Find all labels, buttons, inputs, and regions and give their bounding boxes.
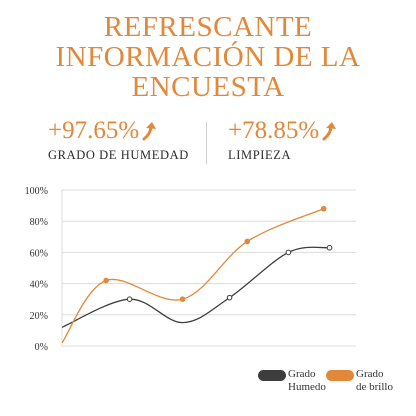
stat-cleanliness-value: +78.85% [228, 117, 320, 144]
y-tick-label: 100% [25, 186, 48, 197]
data-point [320, 205, 327, 212]
stat-divider [206, 122, 207, 164]
title-line-1: REFRESCANTE [103, 11, 313, 43]
stat-humidity-value: +97.65% [48, 117, 140, 144]
data-point [103, 277, 109, 284]
data-point [326, 244, 333, 251]
y-tick-label: 60% [30, 248, 48, 259]
data-point [285, 249, 292, 256]
arrow-up-right-icon [142, 122, 157, 141]
page-title: REFRESCANTE INFORMACIÓN DE LA ENCUESTA [0, 12, 416, 102]
data-point [226, 294, 233, 301]
data-point [179, 296, 186, 302]
legend-swatch-orange [326, 370, 354, 381]
data-point [244, 238, 251, 245]
series-line-brillo [61, 208, 324, 344]
legend-label-2b: de brillo [356, 381, 393, 393]
title-line-3: ENCUESTA [131, 71, 285, 103]
legend-label-1a: Grado [288, 368, 316, 380]
legend-swatch-dark [258, 370, 286, 381]
legend-label-1b: Humedo [288, 381, 326, 393]
arrow-up-right-icon [322, 122, 337, 141]
y-tick-label: 20% [30, 311, 48, 322]
chart-grid [61, 189, 356, 347]
data-point [126, 296, 133, 302]
stat-humidity: +97.65% GRADO DE HUMEDAD [48, 118, 189, 163]
stat-cleanliness: +78.85% LIMPIEZA [228, 118, 337, 163]
stat-humidity-label: GRADO DE HUMEDAD [48, 148, 189, 162]
title-line-2: INFORMACIÓN DE LA [55, 41, 361, 73]
y-tick-label: 0% [35, 342, 48, 353]
line-chart: 100% 80% 60% 40% 20% 0% [25, 186, 356, 353]
chart-lines [61, 208, 330, 344]
legend-label-2a: Grado [356, 368, 384, 380]
chart-points [103, 205, 333, 302]
y-tick-label: 80% [30, 217, 48, 228]
y-tick-label: 40% [30, 280, 48, 291]
y-axis-ticks: 100% 80% 60% 40% 20% 0% [25, 186, 48, 353]
stat-cleanliness-label: LIMPIEZA [228, 148, 292, 162]
